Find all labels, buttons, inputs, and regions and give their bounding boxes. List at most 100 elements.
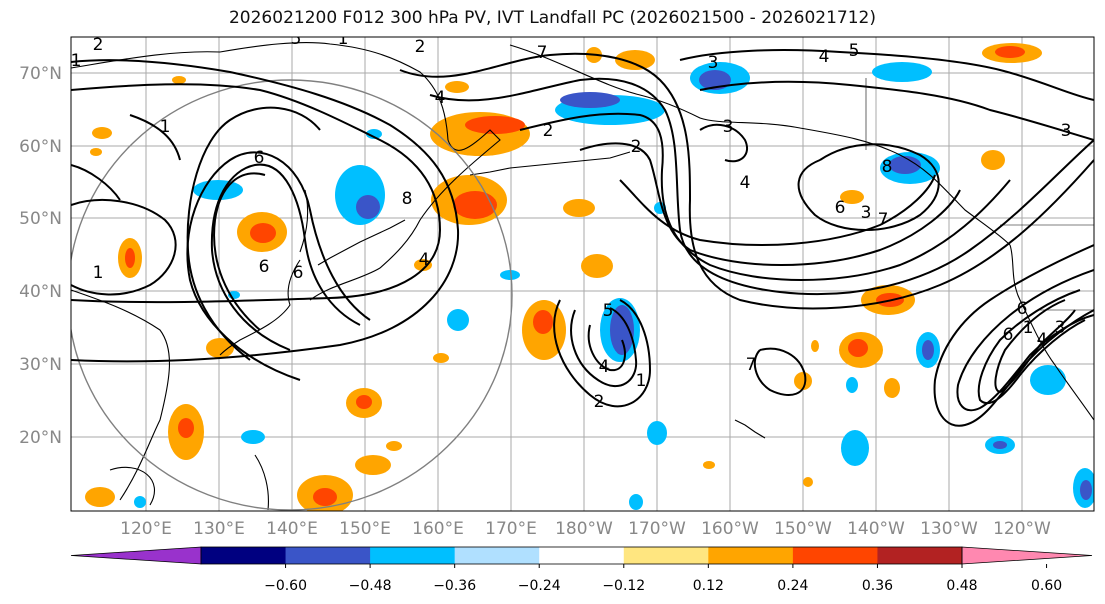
- lon-tick-label: 120°E: [120, 519, 172, 539]
- anomaly-blob: [848, 339, 868, 357]
- contour-label: 2: [594, 392, 605, 412]
- contour-label: 5: [603, 301, 614, 321]
- contour-line: [753, 347, 807, 396]
- lon-tick-label: 130°E: [193, 519, 245, 539]
- contour-label: 2: [415, 37, 426, 57]
- anomaly-blob: [811, 340, 819, 352]
- colorbar-extend-low: [70, 546, 202, 565]
- anomaly-blob: [615, 50, 655, 70]
- contour-label: 6: [259, 257, 270, 277]
- contour-label: 1: [93, 263, 104, 283]
- contour-label: 6: [1017, 299, 1028, 319]
- anomaly-blob: [647, 421, 667, 445]
- ivt-contours: [71, 49, 1094, 427]
- landfall-radius-circle: [71, 79, 513, 511]
- lon-tick-label: 150°E: [339, 519, 391, 539]
- lon-tick-label: 160°E: [412, 519, 464, 539]
- coastline-hawaii: [734, 419, 766, 439]
- contour-line: [587, 324, 626, 372]
- colorbar-segment: [792, 547, 878, 564]
- anomaly-blob: [699, 70, 731, 90]
- contour-line: [399, 52, 1094, 310]
- coastline-aleutian: [469, 151, 631, 176]
- contour-label: 2: [631, 137, 642, 157]
- contour-label: 3: [1061, 121, 1072, 141]
- contour-label: 1: [1023, 318, 1034, 338]
- coastline-asia: [71, 42, 501, 301]
- contour-label: 1: [71, 51, 82, 71]
- contour-label: 3: [1055, 318, 1066, 338]
- colorbar-segment: [201, 547, 287, 564]
- anomaly-blob: [90, 148, 102, 156]
- anomaly-blob: [563, 199, 595, 217]
- colorbar-segment: [370, 547, 456, 564]
- anomaly-blob: [846, 377, 858, 393]
- contour-label: 5: [291, 29, 302, 49]
- anomaly-blob: [241, 430, 265, 444]
- anomaly-blob: [1080, 480, 1092, 500]
- map-frame: [70, 36, 1095, 512]
- borders: [865, 78, 1094, 311]
- contour-line: [699, 80, 1094, 141]
- contour-label: 7: [878, 210, 889, 230]
- anomaly-blob: [356, 195, 380, 219]
- contour-line: [213, 172, 266, 331]
- lon-tick-label: 130°W: [920, 519, 978, 539]
- contour-label: 1: [338, 29, 349, 49]
- contour-line: [977, 289, 1086, 405]
- anomaly-blob: [453, 191, 497, 219]
- coastline-alaska: [509, 44, 1011, 246]
- lon-tick-label: 180°W: [555, 519, 613, 539]
- anomaly-blob: [178, 418, 194, 438]
- contour-line: [797, 143, 940, 231]
- contour-label: 7: [746, 355, 757, 375]
- lat-tick-label: 40°N: [19, 282, 62, 302]
- colorbar-segment: [708, 547, 794, 564]
- anomaly-blob: [840, 190, 864, 204]
- anomaly-blob: [134, 496, 146, 508]
- colorbar-tick-label: −0.24: [518, 578, 561, 594]
- contour-line: [71, 199, 177, 296]
- contour-label: 4: [740, 173, 751, 193]
- lon-tick-label: 150°W: [774, 519, 832, 539]
- coastline-philippines: [254, 454, 269, 511]
- coastline-kuril: [317, 219, 406, 266]
- anomaly-blob: [533, 310, 553, 334]
- contour-line: [579, 142, 961, 266]
- anomaly-blob: [922, 340, 934, 360]
- colorbar-tick-label: 0.36: [862, 578, 893, 594]
- anomaly-blob: [889, 156, 921, 174]
- colorbar-tick-label: −0.60: [264, 578, 307, 594]
- anomaly-blob: [386, 441, 402, 451]
- colorbar-tick-label: −0.48: [349, 578, 392, 594]
- colorbar: −0.60 −0.48 −0.36 −0.24 −0.12 0.12 0.24 0.36 0.4…: [70, 546, 1093, 594]
- contour-label: 3: [723, 117, 734, 137]
- colorbar-segment: [539, 547, 625, 564]
- contour-label: 4: [819, 47, 830, 67]
- anomaly-blob: [560, 92, 620, 108]
- lon-tick-label: 140°W: [847, 519, 905, 539]
- lon-tick-label: 170°W: [628, 519, 686, 539]
- anomaly-blob: [335, 165, 385, 225]
- anomaly-blob: [250, 223, 276, 243]
- anomaly-blob: [872, 62, 932, 82]
- anomaly-blob: [794, 372, 812, 390]
- contour-label: 4: [435, 88, 446, 108]
- anomaly-blob: [581, 254, 613, 278]
- anomaly-blob: [981, 150, 1005, 170]
- lon-tick-label: 170°E: [485, 519, 537, 539]
- colorbar-tick-label: 0.24: [777, 578, 808, 594]
- anomaly-blob: [803, 477, 813, 487]
- lon-tick-label: 160°W: [701, 519, 759, 539]
- contour-label: 8: [402, 189, 413, 209]
- contour-line: [429, 77, 1094, 296]
- lon-tick-label: 120°W: [993, 519, 1051, 539]
- anomaly-blob: [355, 455, 391, 475]
- latitude-labels: 70°N 60°N 50°N 40°N 30°N 20°N: [19, 64, 62, 448]
- anomaly-blob: [414, 259, 432, 271]
- anomaly-blob: [433, 353, 449, 363]
- colorbar-segment: [454, 547, 540, 564]
- contour-label: 4: [599, 357, 610, 377]
